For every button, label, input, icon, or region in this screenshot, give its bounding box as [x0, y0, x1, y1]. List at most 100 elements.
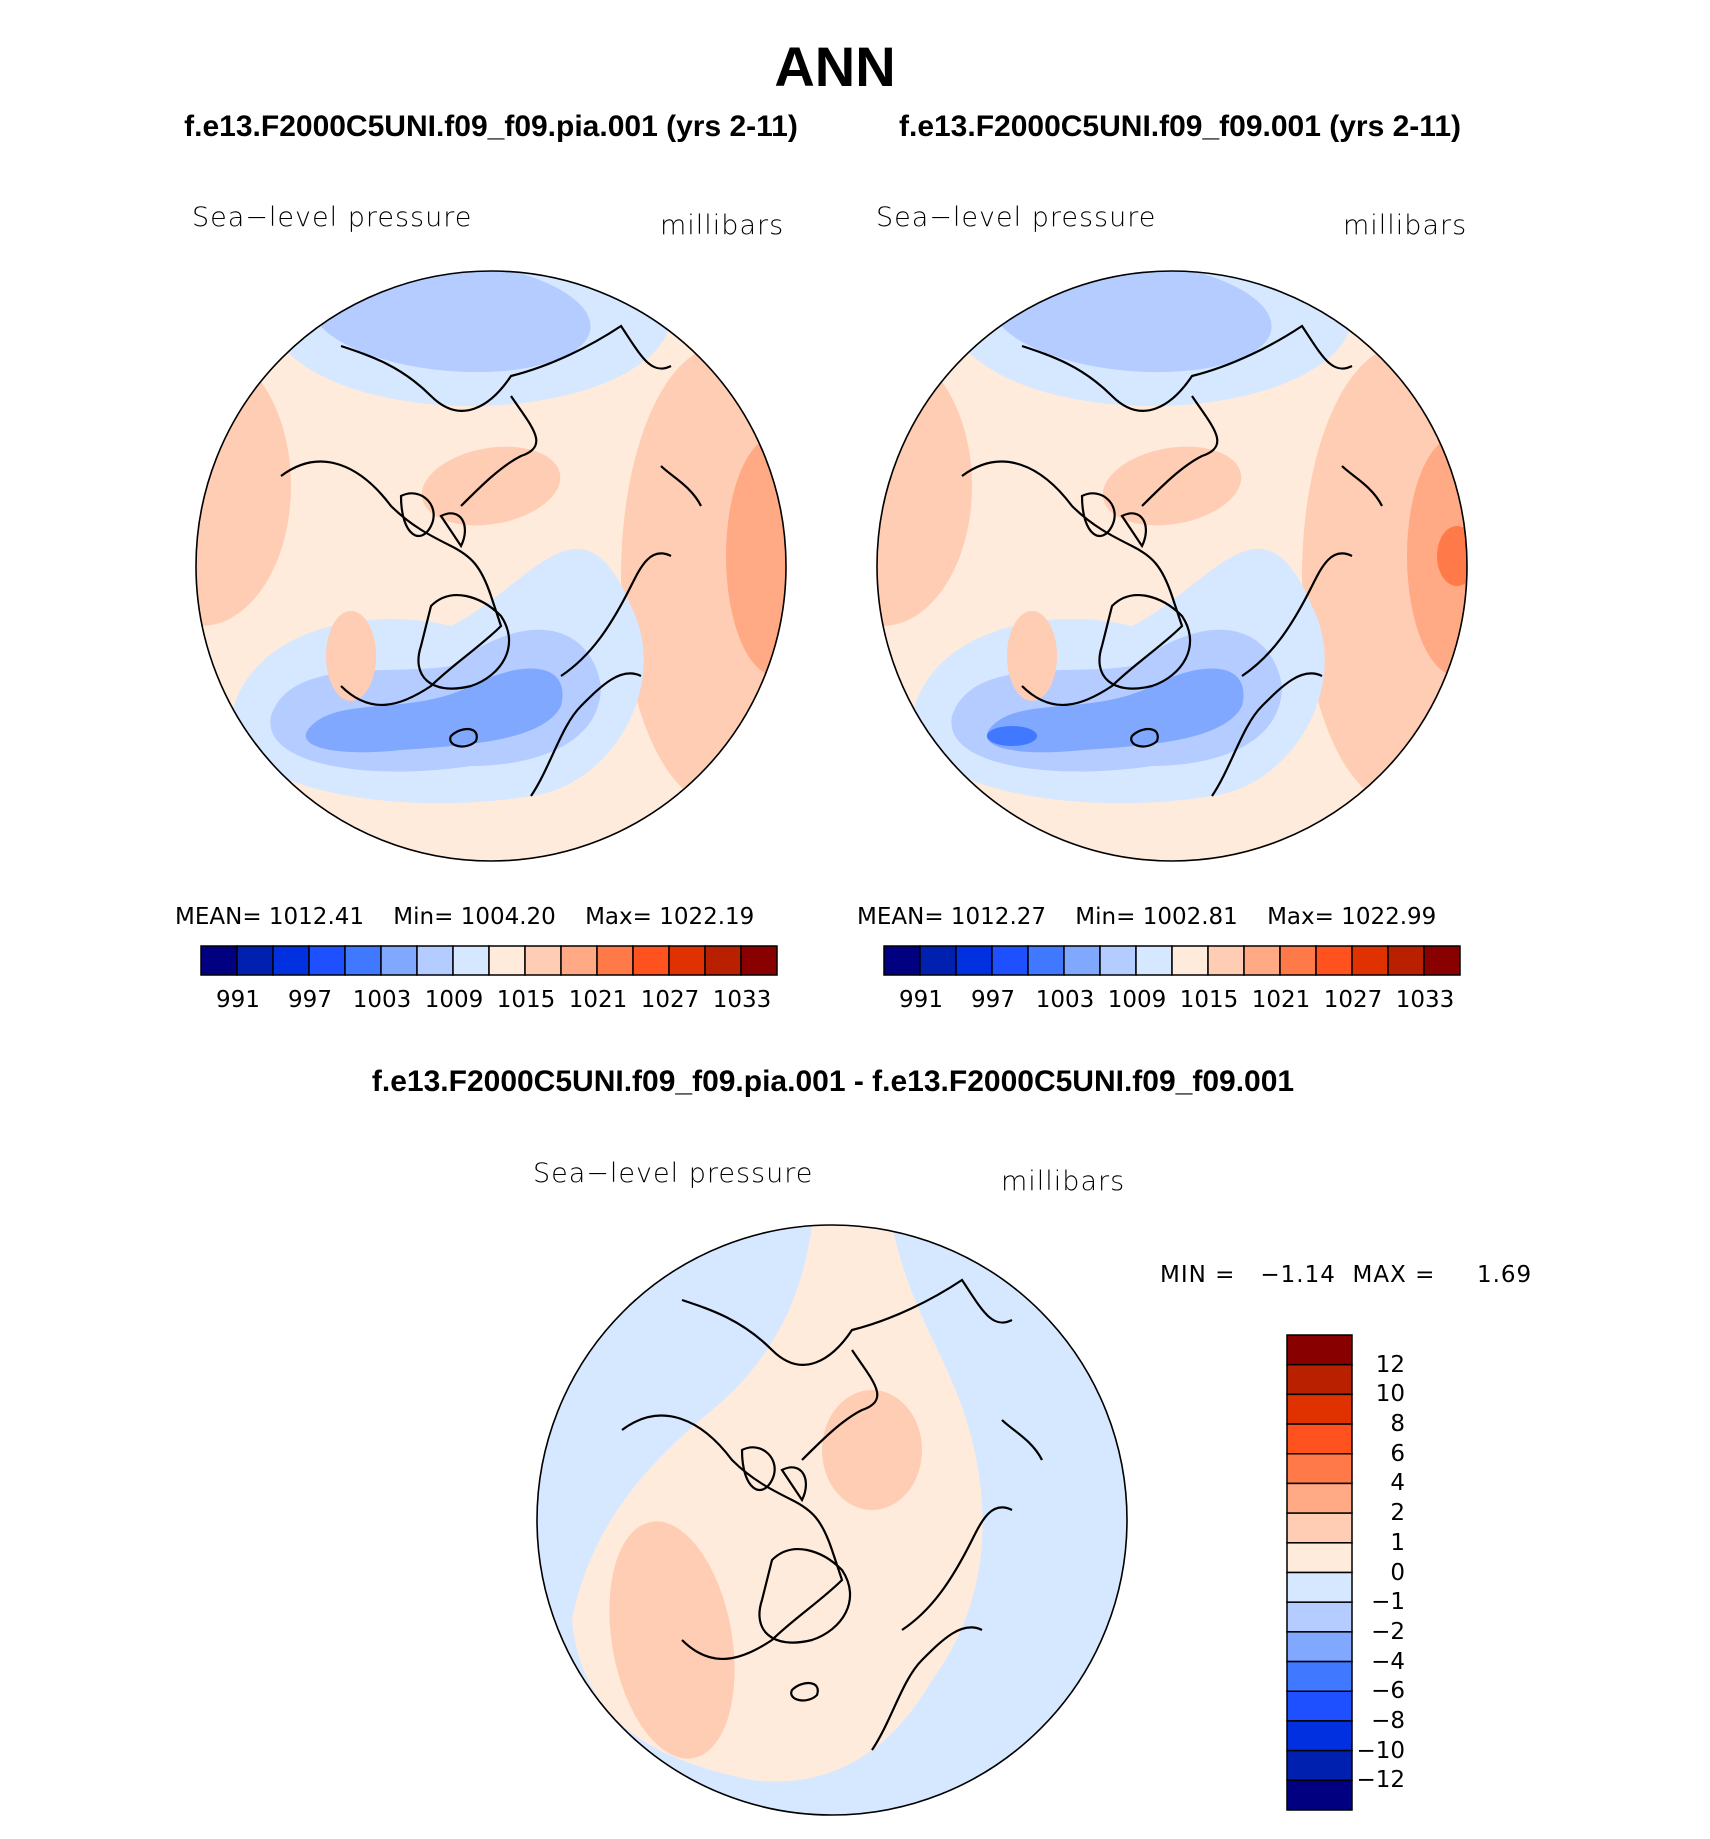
contour-fill — [421, 446, 561, 526]
diff-subtitle: f.e13.F2000C5UNI.f09_f09.pia.001 - f.e13… — [371, 1065, 1295, 1098]
panel1-units: millibars — [660, 210, 785, 241]
colorbar-tick-label: −10 — [1356, 1737, 1405, 1764]
colorbar-tick-label: 10 — [1375, 1381, 1405, 1408]
max-value: 1.69 — [1476, 1262, 1533, 1288]
colorbar-tick-label: 6 — [1390, 1440, 1405, 1467]
max-label: MAX = — [1352, 1262, 1436, 1288]
coastline — [621, 1414, 844, 1661]
colorbar-tick-label: 1021 — [568, 987, 628, 1013]
contour-fill — [822, 1390, 922, 1510]
colorbar-tick-label: −2 — [1371, 1618, 1405, 1645]
colorbar-swatch — [1286, 1749, 1353, 1782]
coastline — [681, 1278, 1013, 1366]
contour-fill — [609, 1521, 735, 1759]
contour-fills — [196, 271, 786, 861]
colorbar-swatch — [955, 945, 993, 976]
figure-title: ANN — [774, 35, 896, 98]
colorbar-swatch — [1286, 1779, 1353, 1811]
colorbar-swatch — [1286, 1482, 1353, 1514]
colorbar-tick-label: −12 — [1356, 1767, 1405, 1794]
mean-value: 1012.27 — [950, 904, 1047, 930]
contour-fill — [432, 1312, 492, 1348]
colorbar-swatch — [596, 945, 634, 976]
colorbar-swatch — [452, 945, 490, 976]
colorbar-tick-label: 991 — [899, 987, 943, 1013]
colorbar-swatch — [740, 945, 778, 976]
colorbar-tick-label: −1 — [1371, 1589, 1405, 1616]
colorbar-swatch — [1286, 1571, 1353, 1603]
colorbar-swatch — [488, 945, 526, 976]
map-boundary — [195, 270, 787, 862]
colorbar-swatch — [1063, 945, 1101, 976]
colorbar-swatch — [704, 945, 742, 976]
colorbar-tick-label: 1015 — [496, 987, 556, 1013]
colorbar-swatch — [1286, 1334, 1353, 1366]
colorbar-2 — [883, 945, 1461, 976]
coastline — [1021, 324, 1353, 412]
min-label: Min= — [393, 904, 454, 930]
max-label: Max= — [1267, 904, 1334, 930]
contour-fill — [1007, 611, 1057, 701]
colorbar-tick-label: 2 — [1390, 1500, 1405, 1527]
coastline — [660, 465, 702, 507]
colorbar-tick-label: 1015 — [1179, 987, 1239, 1013]
coastline — [1341, 465, 1383, 507]
colorbar-swatch — [1286, 1363, 1353, 1396]
coastline — [280, 460, 503, 707]
colorbar-swatch — [1286, 1393, 1353, 1425]
colorbar-swatch — [1315, 945, 1353, 976]
colorbar-tick-label: 997 — [288, 987, 332, 1013]
map-boundary — [876, 270, 1468, 862]
colorbar-tick-label: 4 — [1390, 1470, 1405, 1497]
coastline — [1001, 1419, 1043, 1461]
coastline — [449, 728, 478, 748]
coastline — [740, 1446, 807, 1503]
colorbar-swatch — [632, 945, 670, 976]
panel3-variable: Sea−level pressure — [533, 1158, 814, 1189]
colorbar-swatch — [1423, 945, 1461, 976]
contour-fills — [432, 1225, 1127, 1815]
contour-fill — [1302, 346, 1467, 806]
colorbar-swatch — [1099, 945, 1137, 976]
colorbar-swatch — [1286, 1631, 1353, 1663]
colorbar-tick-label: 991 — [216, 987, 260, 1013]
panel1-subtitle: f.e13.F2000C5UNI.f09_f09.pia.001 (yrs 2-… — [184, 110, 798, 143]
colorbar-1 — [200, 945, 778, 976]
coastline — [871, 1506, 1013, 1751]
coastline — [790, 1682, 819, 1702]
coastline — [961, 460, 1184, 707]
colorbar-tick-label: 0 — [1390, 1559, 1405, 1586]
colorbar-tick-label: 1027 — [640, 987, 700, 1013]
colorbar-swatch — [344, 945, 382, 976]
panel2-subtitle: f.e13.F2000C5UNI.f09_f09.001 (yrs 2-11) — [898, 110, 1462, 143]
colorbar-tick-label: 1009 — [424, 987, 484, 1013]
colorbar-swatch — [1387, 945, 1425, 976]
colorbar-swatch — [308, 945, 346, 976]
colorbar-swatch — [1286, 1542, 1353, 1574]
colorbar-swatch — [380, 945, 418, 976]
colorbar-swatch — [236, 945, 274, 976]
panel2-stats: MEAN= 1012.27 Min= 1002.81 Max= 1022.99 — [857, 904, 1436, 930]
panel1-stats: MEAN= 1012.41 Min= 1004.20 Max= 1022.19 — [175, 904, 754, 930]
colorbar-tick-label: 1009 — [1107, 987, 1167, 1013]
colorbar-swatch — [883, 945, 921, 976]
coastline — [340, 324, 672, 412]
max-value: 1022.99 — [1341, 904, 1437, 930]
panel1-variable: Sea−level pressure — [192, 202, 473, 233]
polar-map-1 — [195, 270, 787, 862]
coastline — [1098, 594, 1192, 690]
panel2-units: millibars — [1343, 210, 1468, 241]
colorbar-tick-label: 1 — [1390, 1529, 1405, 1556]
colorbar-swatch — [1286, 1601, 1353, 1633]
coastline — [1141, 395, 1219, 507]
max-value: 1022.19 — [659, 904, 755, 930]
colorbar-swatch — [1279, 945, 1317, 976]
colorbar-tick-label: 12 — [1375, 1351, 1405, 1378]
colorbar-swatch — [1171, 945, 1209, 976]
contour-fills — [877, 271, 1467, 861]
coastline — [1211, 552, 1353, 797]
mean-label: MEAN= — [857, 904, 944, 930]
colorbar-tick-label: −8 — [1371, 1707, 1405, 1734]
